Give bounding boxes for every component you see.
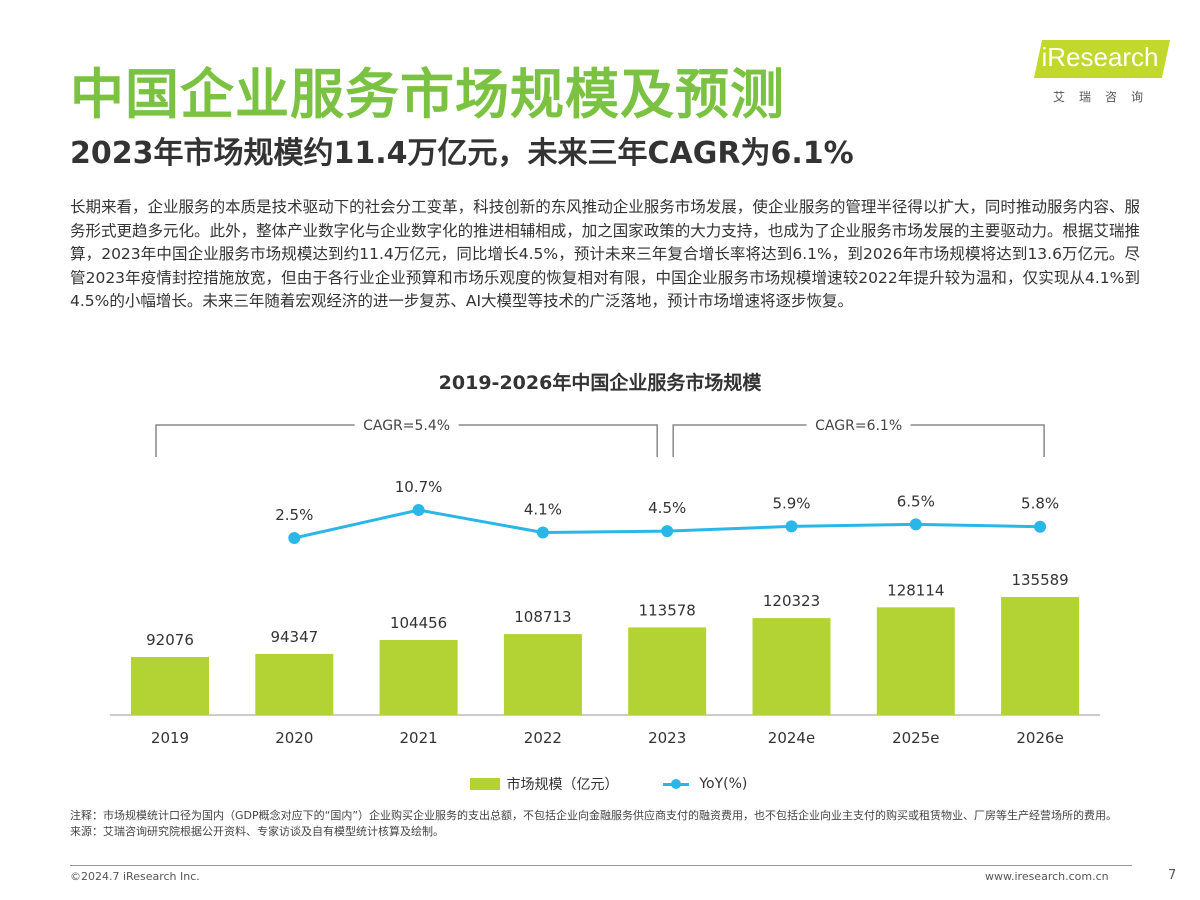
x-tick-label: 2019 [151,729,189,747]
bar-2023 [628,627,707,715]
x-tick-label: 2021 [400,729,438,747]
bar-2026e [1001,597,1080,715]
cagr-label: CAGR=5.4% [363,418,450,434]
legend-line-label: YoY(%) [699,776,748,792]
page-title: 中国企业服务市场规模及预测 [70,63,785,126]
market-size-chart: 92076 2019 94347 2020 104456 2021 108713 2022 11… [110,415,1100,747]
footer-url: www.iresearch.com.cn [985,870,1109,883]
note-text: 注释：市场规模统计口径为国内（GDP概念对应下的“国内”）企业购买企业服务的支出… [70,809,1118,822]
yoy-point [536,526,549,539]
chart-legend: 市场规模（亿元） YoY(%) [470,774,747,794]
page-number: 7 [1168,868,1177,883]
yoy-point [412,504,425,516]
yoy-point [288,532,301,544]
yoy-point [909,518,922,531]
iresearch-logo: iResearch 艾瑞咨询 [1030,38,1171,108]
cagr-label: CAGR=6.1% [815,418,902,434]
bar-value-label: 104456 [390,614,447,632]
bar-value-label: 94347 [270,628,318,646]
chart-notes: 注释：市场规模统计口径为国内（GDP概念对应下的“国内”）企业购买企业服务的支出… [70,808,1140,840]
x-tick-label: 2024e [768,729,815,747]
footer-divider [70,865,1132,866]
bar-value-label: 113578 [639,601,696,619]
x-tick-label: 2023 [648,729,686,747]
yoy-value-label: 5.9% [772,494,810,512]
legend-bar-swatch [470,778,500,790]
yoy-value-label: 6.5% [897,492,935,510]
yoy-point [1034,520,1047,533]
bar-2020 [255,653,334,715]
page-subtitle: 2023年市场规模约11.4万亿元，未来三年CAGR为6.1% [70,136,854,171]
logo-subtitle: 艾瑞咨询 [1052,90,1157,104]
yoy-value-label: 4.5% [648,499,686,517]
bar-2019 [131,657,209,715]
bar-value-label: 92076 [146,631,194,649]
yoy-value-label: 2.5% [275,506,313,524]
bar-value-label: 135589 [1011,571,1068,589]
x-tick-label: 2020 [275,729,313,747]
x-tick-label: 2025e [892,729,939,747]
bar-2022 [503,634,582,715]
cagr-label-bg [806,415,911,435]
bar-2025e [876,607,955,715]
bar-2021 [379,639,458,715]
bar-2024e [752,618,831,715]
cagr-label-bg [354,415,459,435]
body-paragraph: 长期来看，企业服务的本质是技术驱动下的社会分工变革，科技创新的东风推动企业服务市… [70,198,1140,310]
x-tick-label: 2026e [1016,729,1063,747]
legend-bar-label: 市场规模（亿元） [506,777,619,793]
chart-title: 2019-2026年中国企业服务市场规模 [438,372,762,394]
bar-value-label: 120323 [763,592,820,610]
footer-copyright: ©2024.7 iResearch Inc. [70,870,200,883]
logo-name: iResearch [1041,42,1159,72]
yoy-point [661,525,674,538]
x-tick-label: 2022 [524,729,562,747]
yoy-value-label: 5.8% [1021,495,1059,513]
bar-value-label: 128114 [887,581,944,599]
yoy-point [785,520,798,533]
source-text: 来源：艾瑞咨询研究院根据公开资料、专家访谈及自有模型统计核算及绘制。 [70,825,444,838]
bar-value-label: 108713 [514,608,571,626]
yoy-value-label: 4.1% [524,501,562,519]
yoy-value-label: 10.7% [395,478,443,496]
legend-line-swatch [662,778,689,789]
